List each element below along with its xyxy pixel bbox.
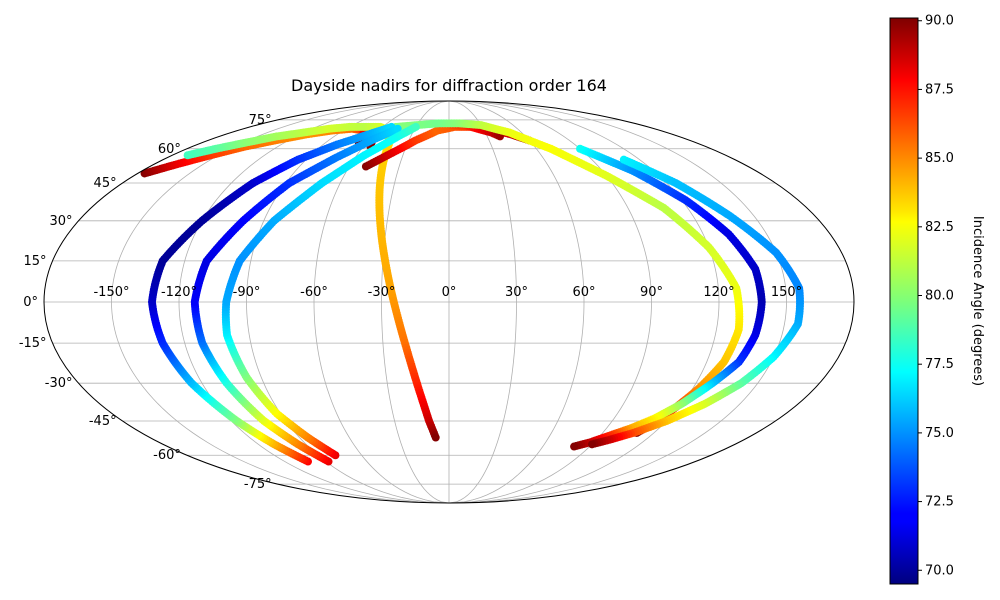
x-tick-label: -30°	[368, 285, 396, 300]
map-boundary	[43, 100, 855, 504]
x-tick-label: -150°	[93, 285, 129, 300]
x-tick-label: 90°	[640, 285, 663, 300]
colorbar-tick-label: 80.0	[925, 289, 954, 304]
data-point	[393, 124, 402, 133]
colorbar-tick-label: 82.5	[925, 220, 954, 235]
y-tick-label: -60°	[153, 448, 181, 463]
data-point	[570, 442, 579, 451]
y-tick-labels: 75° 60° 45° 30° 15° 0° -15° -30° -45° -60° -75°	[19, 113, 272, 492]
y-tick-label: 60°	[158, 142, 181, 157]
x-tick-label: -90°	[233, 285, 261, 300]
colorbar-label: Incidence Angle (degrees)	[970, 216, 985, 386]
colorbar: 70.0 72.5 75.0 77.5 80.0 82.5 85.0 87.5 90.0 Inc…	[889, 14, 985, 585]
colorbar-tick-label: 85.0	[925, 151, 954, 166]
y-tick-label: -45°	[89, 414, 117, 429]
y-tick-label: 15°	[24, 254, 47, 269]
data-point	[588, 440, 596, 449]
x-tick-label: 150°	[771, 285, 802, 300]
data-points	[140, 119, 804, 466]
x-tick-label: 60°	[572, 285, 595, 300]
chart-title: Dayside nadirs for diffraction order 164	[291, 76, 607, 95]
y-tick-label: -75°	[244, 477, 272, 492]
data-point	[431, 433, 440, 442]
x-tick-label: -60°	[300, 285, 328, 300]
graticule	[44, 101, 854, 503]
y-tick-label: 75°	[249, 113, 272, 128]
y-tick-label: 30°	[49, 214, 72, 229]
x-tick-label: 120°	[703, 285, 734, 300]
colorbar-tick-label: 87.5	[925, 82, 954, 97]
x-tick-label: 0°	[442, 285, 457, 300]
colorbar-tick-label: 77.5	[925, 357, 954, 372]
data-point	[411, 122, 420, 131]
colorbar-tick-label: 75.0	[925, 426, 954, 441]
x-tick-label: -120°	[161, 285, 197, 300]
x-tick-label: 30°	[505, 285, 528, 300]
y-tick-label: 45°	[94, 176, 117, 191]
y-tick-label: -15°	[19, 336, 47, 351]
x-tick-labels: -150° -120° -90° -60° -30° 0° 30° 60° 90° 120° 150…	[93, 285, 802, 300]
y-tick-label: 0°	[23, 295, 38, 310]
colorbar-tick-label: 90.0	[925, 14, 954, 29]
y-tick-label: -30°	[45, 376, 73, 391]
colorbar-ticks: 70.0 72.5 75.0 77.5 80.0 82.5 85.0 87.5 90.0	[918, 14, 954, 578]
colorbar-tick-label: 72.5	[925, 495, 954, 510]
colorbar-gradient	[889, 17, 919, 585]
colorbar-tick-label: 70.0	[925, 563, 954, 578]
